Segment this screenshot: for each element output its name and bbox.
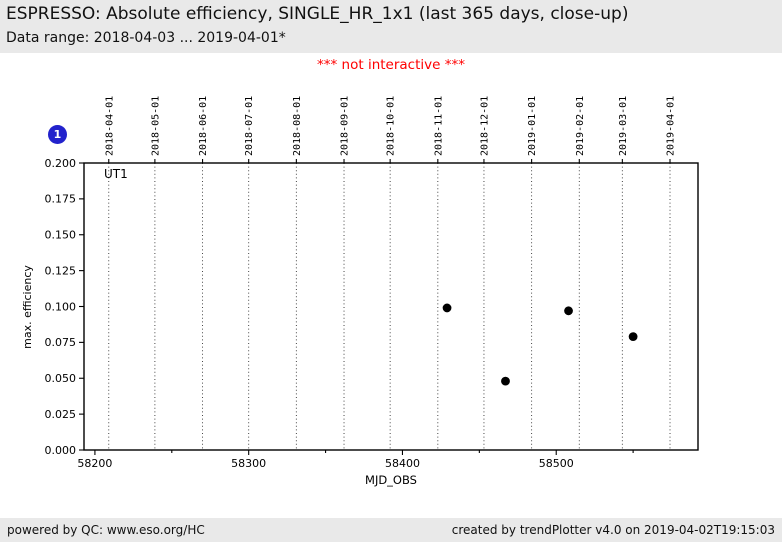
data-point: [501, 376, 510, 386]
footer-credit-right: created by trendPlotter v4.0 on 2019-04-…: [451, 523, 775, 537]
x-tick-label: 58400: [385, 457, 420, 470]
x-tick-label: 58200: [77, 457, 112, 470]
x-tick-label: 58300: [231, 457, 266, 470]
top-axis-date-label: 2019-03-01: [618, 96, 629, 156]
y-tick-label: 0.175: [45, 193, 77, 206]
y-tick-label: 0.150: [45, 229, 77, 242]
x-tick-label: 58500: [539, 457, 574, 470]
not-interactive-notice: *** not interactive ***: [317, 57, 465, 73]
top-axis-date-label: 2018-06-01: [198, 96, 209, 156]
gridlines: [108, 163, 671, 450]
top-axis-date-label: 2019-01-01: [527, 96, 538, 156]
y-tick-label: 0.050: [45, 372, 77, 385]
footer-credit-left: powered by QC: www.eso.org/HC: [7, 523, 205, 537]
y-tick-label: 0.125: [45, 264, 77, 277]
axes: [79, 159, 699, 455]
plot-index-badge[interactable]: 1: [48, 125, 67, 144]
top-axis-date-label: 2018-11-01: [433, 96, 444, 156]
page-title: ESPRESSO: Absolute efficiency, SINGLE_HR…: [6, 4, 629, 24]
x-axis-title: MJD_OBS: [365, 473, 417, 487]
y-tick-label: 0.025: [45, 408, 77, 421]
plot-frame: [83, 162, 699, 451]
y-tick-label: 0.000: [45, 444, 77, 457]
top-axis-date-label: 2018-10-01: [386, 96, 397, 156]
series-label: UT1: [104, 167, 128, 181]
header-bar: ESPRESSO: Absolute efficiency, SINGLE_HR…: [0, 0, 782, 53]
tick-labels: 2018-04-01 2018-05-01 2018-06-01 2018-07-01…: [45, 96, 677, 470]
data-point: [628, 332, 638, 342]
y-tick-label: 0.100: [45, 300, 77, 313]
top-axis-date-label: 2019-02-01: [575, 96, 586, 156]
y-tick-label: 0.200: [45, 157, 77, 170]
footer-bar: powered by QC: www.eso.org/HC created by…: [0, 518, 782, 542]
data-point: [442, 303, 452, 313]
top-axis-date-label: 2018-04-01: [104, 96, 115, 156]
data-point: [564, 306, 573, 316]
y-axis-title: max. efficiency: [21, 265, 34, 349]
scatter-points: [442, 303, 638, 386]
top-axis-date-label: 2018-05-01: [150, 96, 161, 156]
top-axis-date-label: 2019-04-01: [666, 96, 677, 156]
y-tick-label: 0.075: [45, 336, 77, 349]
data-range-subtitle: Data range: 2018-04-03 ... 2019-04-01*: [6, 30, 286, 46]
top-axis-date-label: 2018-08-01: [292, 96, 303, 156]
top-axis-date-label: 2018-07-01: [244, 96, 255, 156]
top-axis-date-label: 2018-09-01: [340, 96, 351, 156]
top-axis-date-label: 2018-12-01: [479, 96, 490, 156]
